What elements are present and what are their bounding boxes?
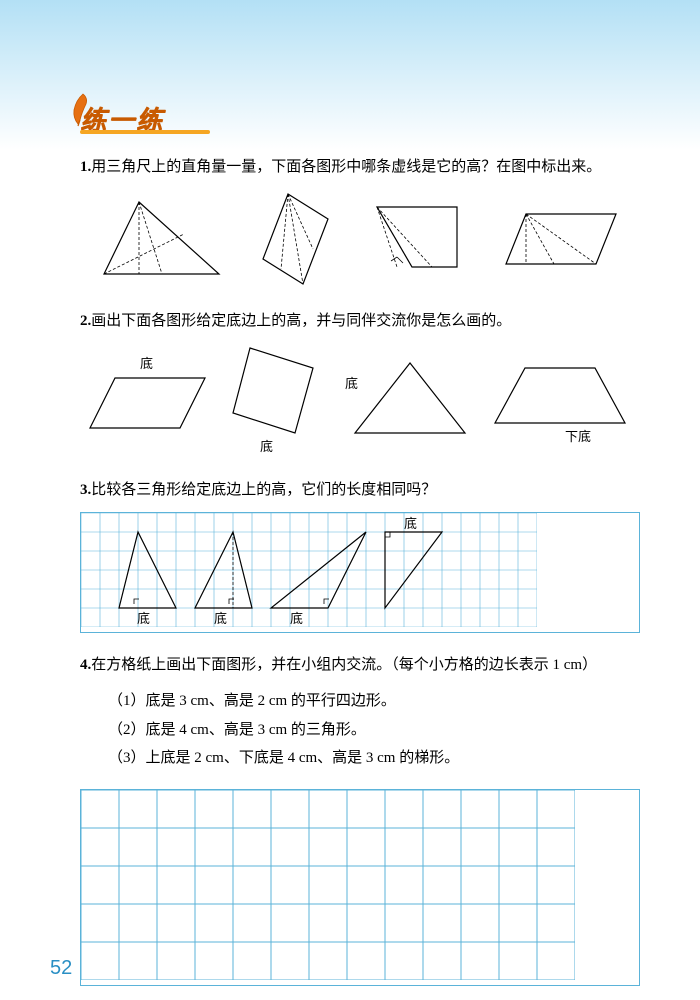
svg-text:底: 底 [290,611,303,626]
question-3: 3.比较各三角形给定底边上的高，它们的长度相同吗？ 底 底 底 [80,478,640,633]
q2-shapes: 底 底 底 下底 [80,343,640,458]
page-number: 52 [50,957,72,980]
q4-sub3: （3）上底是 2 cm、下底是 4 cm、高是 3 cm 的梯形。 [80,744,640,773]
svg-text:底: 底 [404,516,417,531]
question-1: 1.用三角尺上的直角量一量，下面各图形中哪条虚线是它的高？在图中标出来。 [80,155,640,289]
q3-grid: 底 底 底 底 [80,512,640,633]
question-4: 4.在方格纸上画出下面图形，并在小组内交流。（每个小方格的边长表示 1 cm） … [80,653,640,986]
q1-shapes [80,189,640,289]
q4-sub2: （2）底是 4 cm、高是 3 cm 的三角形。 [80,716,640,745]
q2-shape-parallelogram2: 底 [225,343,325,458]
q2-shape-triangle: 底 [335,353,475,448]
q2-text: 2.画出下面各图形给定底边上的高，并与同伴交流你是怎么画的。 [80,309,640,333]
q1-text: 1.用三角尺上的直角量一量，下面各图形中哪条虚线是它的高？在图中标出来。 [80,155,640,179]
q4-text: 4.在方格纸上画出下面图形，并在小组内交流。（每个小方格的边长表示 1 cm） [80,653,640,677]
q4-sub1: （1）底是 3 cm、高是 2 cm 的平行四边形。 [80,687,640,716]
svg-text:底: 底 [140,356,153,371]
title-underline [80,130,210,134]
q3-text: 3.比较各三角形给定底边上的高，它们的长度相同吗？ [80,478,640,502]
svg-text:底: 底 [137,611,150,626]
q1-shape-trapezoid [367,199,467,279]
svg-text:下底: 下底 [565,429,591,444]
feather-icon [68,92,98,128]
q2-shape-parallelogram1: 底 [85,353,215,448]
q1-shape-triangle [94,194,224,284]
practice-header: 练一练 [80,100,640,137]
svg-text:底: 底 [260,439,273,454]
q1-shape-parallelogram [253,189,338,289]
q2-shape-trapezoid: 下底 [485,353,635,448]
svg-text:底: 底 [345,376,358,391]
svg-text:底: 底 [214,611,227,626]
question-2: 2.画出下面各图形给定底边上的高，并与同伴交流你是怎么画的。 底 底 底 下底 [80,309,640,458]
q4-grid [80,789,640,986]
q1-shape-rhombus [496,204,626,274]
